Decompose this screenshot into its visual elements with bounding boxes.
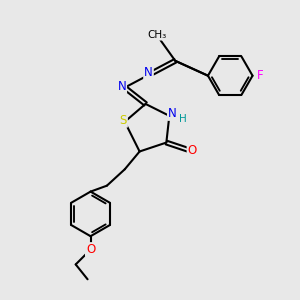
Text: N: N [144, 66, 153, 79]
Text: O: O [86, 243, 95, 256]
Text: N: N [117, 80, 126, 93]
Text: O: O [188, 143, 197, 157]
Text: N: N [168, 107, 177, 120]
Text: H: H [179, 114, 187, 124]
Text: CH₃: CH₃ [148, 30, 167, 40]
Text: S: S [120, 114, 127, 127]
Text: F: F [257, 69, 263, 82]
